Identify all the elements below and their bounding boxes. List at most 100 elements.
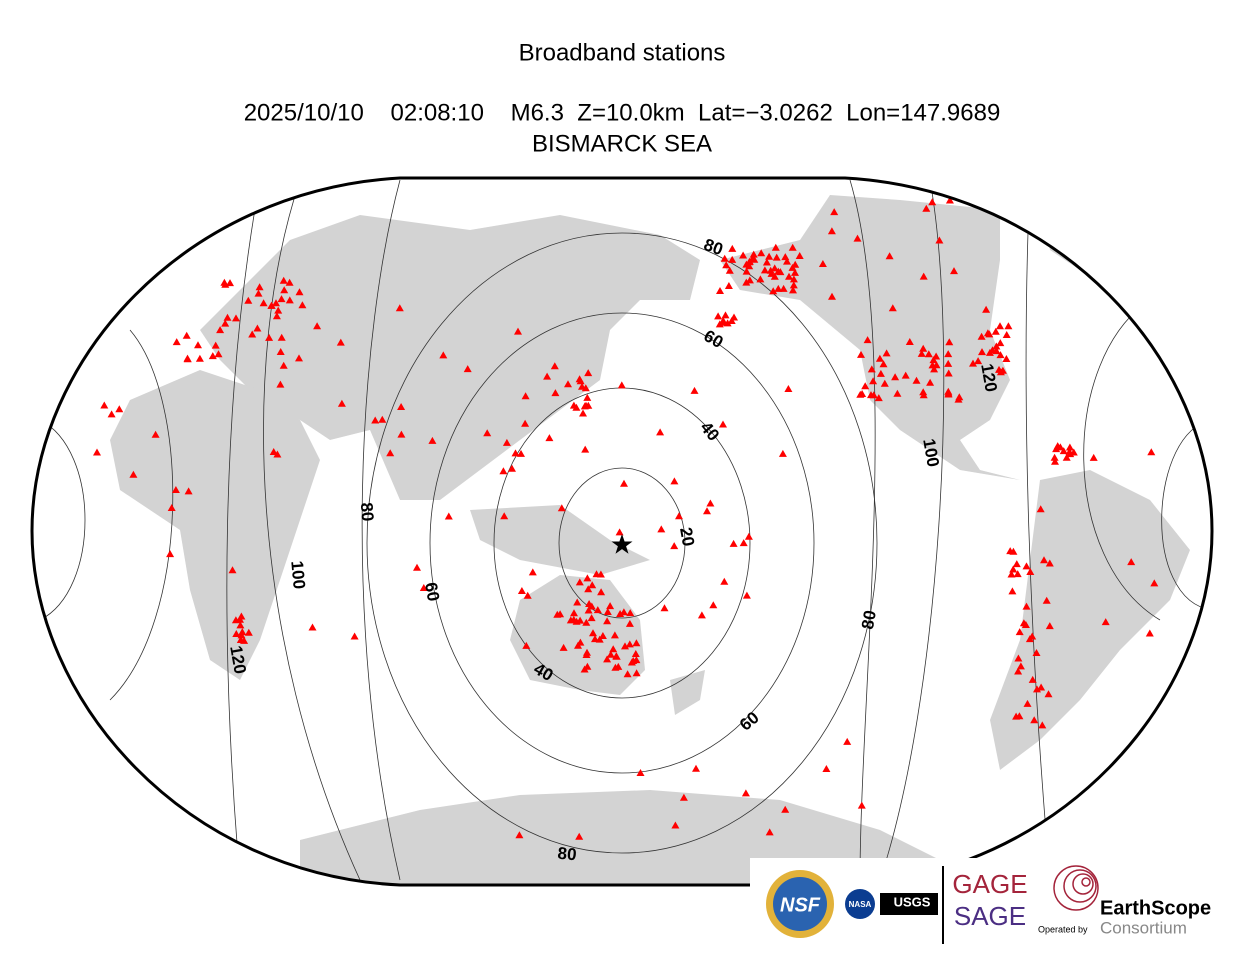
station [876, 369, 885, 377]
station [1013, 570, 1022, 578]
station [515, 831, 524, 839]
station [238, 628, 247, 636]
station [606, 602, 615, 610]
station [853, 234, 862, 242]
station [766, 266, 775, 274]
station [757, 249, 766, 257]
station [779, 284, 788, 292]
station [276, 380, 285, 388]
contour-label: 100 [919, 437, 943, 468]
station [1037, 683, 1046, 691]
station [742, 278, 751, 286]
logos: NSF NASA USGS GAGE SAGE Operated by Eart… [750, 858, 1234, 953]
station [995, 365, 1003, 373]
station [575, 578, 584, 586]
station [226, 279, 234, 287]
station [917, 349, 926, 357]
station [216, 326, 225, 334]
station [521, 392, 530, 400]
station [944, 350, 953, 358]
station [337, 399, 346, 407]
station [843, 737, 852, 745]
station [395, 304, 404, 312]
station [1147, 448, 1156, 456]
station [93, 448, 101, 456]
station [861, 382, 870, 390]
station [905, 338, 914, 345]
station [557, 504, 566, 512]
station [827, 227, 836, 235]
station [867, 365, 876, 373]
station [996, 351, 1005, 359]
station [211, 341, 220, 349]
station [739, 539, 748, 547]
station [522, 641, 531, 649]
station [722, 261, 731, 269]
station [882, 349, 891, 357]
station [1030, 716, 1039, 724]
station [776, 268, 785, 276]
station [580, 665, 589, 673]
station [982, 305, 991, 313]
station [1065, 443, 1074, 451]
station [269, 448, 278, 455]
station [1015, 628, 1024, 636]
station [1022, 602, 1031, 610]
station [636, 769, 645, 776]
station [716, 287, 724, 294]
operated-by: Operated by [1038, 924, 1088, 934]
station [279, 361, 288, 369]
station [778, 449, 787, 457]
station [336, 338, 345, 346]
station [1062, 453, 1071, 461]
station [1101, 618, 1110, 626]
station [724, 282, 733, 289]
station [237, 631, 246, 639]
station [1006, 547, 1015, 555]
station [350, 632, 359, 640]
station [1025, 635, 1034, 643]
station [255, 283, 264, 291]
station [413, 563, 421, 571]
station [265, 333, 274, 341]
station [742, 260, 751, 268]
station [1066, 450, 1075, 458]
station [830, 208, 839, 216]
station [151, 430, 160, 438]
station [583, 393, 592, 401]
event-info: 2025/10/10 02:08:10 M6.3 Z=10.0km Lat=−3… [244, 99, 1001, 126]
station [742, 267, 751, 275]
contour-label: 120 [226, 644, 250, 675]
station [784, 385, 793, 392]
station [729, 539, 738, 547]
station [857, 801, 866, 809]
station [950, 267, 958, 275]
station [623, 670, 632, 678]
station [583, 574, 592, 582]
station [891, 373, 900, 381]
station [977, 332, 986, 340]
station [610, 631, 619, 639]
station [692, 764, 700, 772]
station [559, 643, 568, 651]
station [578, 382, 586, 390]
station [690, 386, 699, 394]
station [1045, 559, 1054, 567]
station [1015, 712, 1024, 720]
station [709, 601, 718, 609]
station [863, 336, 872, 344]
station [232, 314, 240, 322]
station [867, 391, 875, 399]
station [228, 566, 237, 574]
station [679, 793, 688, 801]
station [545, 434, 554, 442]
contour-label: 80 [357, 502, 378, 523]
station [828, 292, 836, 300]
station [745, 276, 754, 284]
station [919, 388, 928, 396]
station [596, 570, 605, 578]
station [254, 289, 263, 297]
nasa-logo: NASA [849, 900, 872, 909]
